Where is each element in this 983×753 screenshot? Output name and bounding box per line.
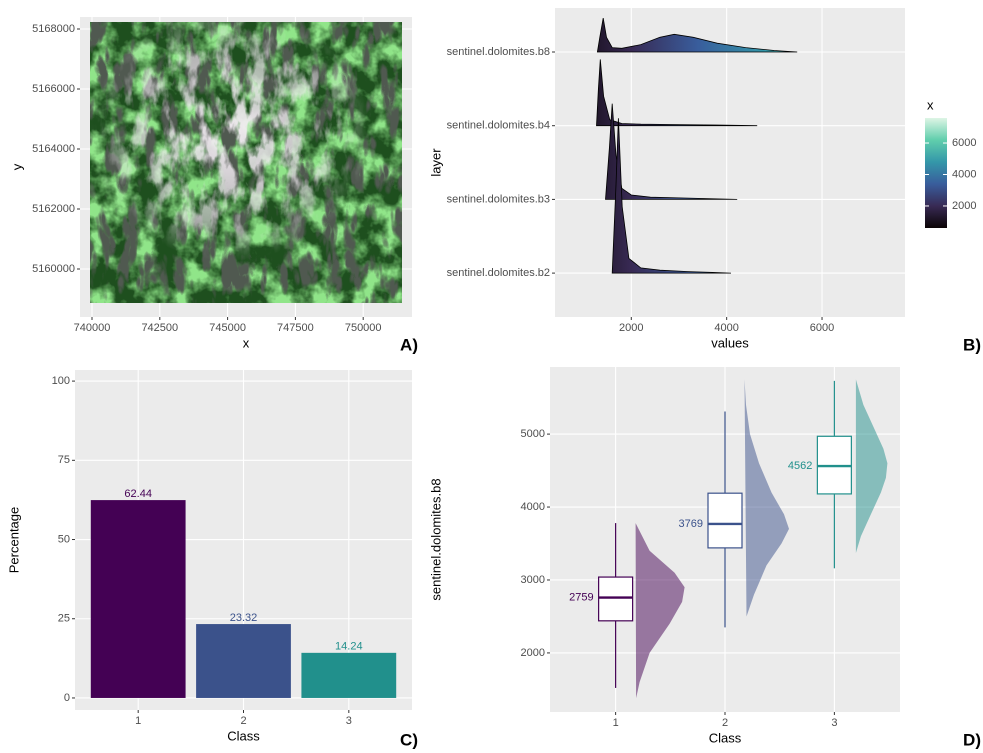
x-axis-title: x: [243, 335, 250, 350]
value-label: 14.24: [335, 641, 363, 653]
y-tick-label: sentinel.dolomites.b3: [447, 193, 550, 205]
value-label: 23.32: [230, 612, 258, 624]
value-label: 62.44: [124, 488, 152, 500]
y-tick-label: 5164000: [32, 143, 75, 155]
y-tick-label: 100: [52, 375, 70, 387]
x-tick-label: 2: [722, 717, 728, 729]
panel-tag: B): [963, 335, 981, 354]
y-tick-label: 3000: [521, 574, 545, 586]
x-tick-label: 6000: [810, 322, 834, 334]
x-tick-label: 742500: [141, 322, 178, 334]
x-tick-label: 750000: [345, 322, 382, 334]
plot-background: [555, 8, 905, 317]
median-label: 3769: [679, 518, 703, 530]
y-tick-label: 50: [58, 533, 70, 545]
x-tick-label: 3: [346, 715, 352, 727]
x-tick-label: 1: [135, 715, 141, 727]
panel-tag: C): [400, 730, 418, 749]
y-axis-title: sentinel.dolomites.b8: [428, 478, 443, 600]
median-label: 4562: [788, 460, 812, 472]
y-tick-label: 5168000: [32, 23, 75, 35]
x-tick-label: 747500: [277, 322, 314, 334]
y-tick-label: 4000: [521, 501, 545, 513]
y-tick-label: 2000: [521, 647, 545, 659]
y-axis-title: Percentage: [6, 507, 21, 574]
legend-label: 6000: [952, 137, 976, 149]
image-rock-texture: [90, 22, 402, 303]
y-tick-label: 5166000: [32, 83, 75, 95]
bar: [301, 653, 396, 698]
y-tick-label: 5162000: [32, 203, 75, 215]
x-tick-label: 740000: [74, 322, 111, 334]
x-tick-label: 3: [831, 717, 837, 729]
x-axis-title: values: [711, 335, 749, 350]
y-tick-label: 0: [64, 692, 70, 704]
x-tick-label: 2000: [619, 322, 643, 334]
x-tick-label: 4000: [714, 322, 738, 334]
panel-tag: A): [400, 335, 418, 354]
y-tick-label: sentinel.dolomites.b8: [447, 46, 550, 58]
y-axis-title: y: [9, 163, 24, 170]
panel-tag: D): [963, 730, 981, 749]
x-axis-title: Class: [709, 730, 742, 745]
box: [708, 493, 742, 548]
legend-label: 2000: [952, 200, 976, 212]
figure: A) x y 5160000 5162000 5164000 5166000 5168000 7…: [0, 0, 983, 753]
image-rock: [90, 22, 402, 303]
satellite-image: [90, 22, 402, 303]
colorbar: [925, 118, 947, 228]
median-label: 2759: [569, 591, 593, 603]
x-tick-label: 1: [613, 717, 619, 729]
x-tick-label: 2: [240, 715, 246, 727]
bar: [91, 500, 186, 698]
y-tick-label: 25: [58, 613, 70, 625]
y-tick-label: 75: [58, 454, 70, 466]
y-tick-label: 5000: [521, 428, 545, 440]
legend-title: x: [927, 97, 934, 112]
bar: [196, 624, 291, 698]
x-tick-label: 745000: [209, 322, 246, 334]
x-axis-title: Class: [227, 728, 260, 743]
y-tick-label: sentinel.dolomites.b2: [447, 267, 550, 279]
y-axis-title: layer: [428, 148, 443, 177]
y-tick-label: 5160000: [32, 263, 75, 275]
legend-label: 4000: [952, 168, 976, 180]
y-tick-label: sentinel.dolomites.b4: [447, 120, 550, 132]
box: [599, 577, 633, 621]
